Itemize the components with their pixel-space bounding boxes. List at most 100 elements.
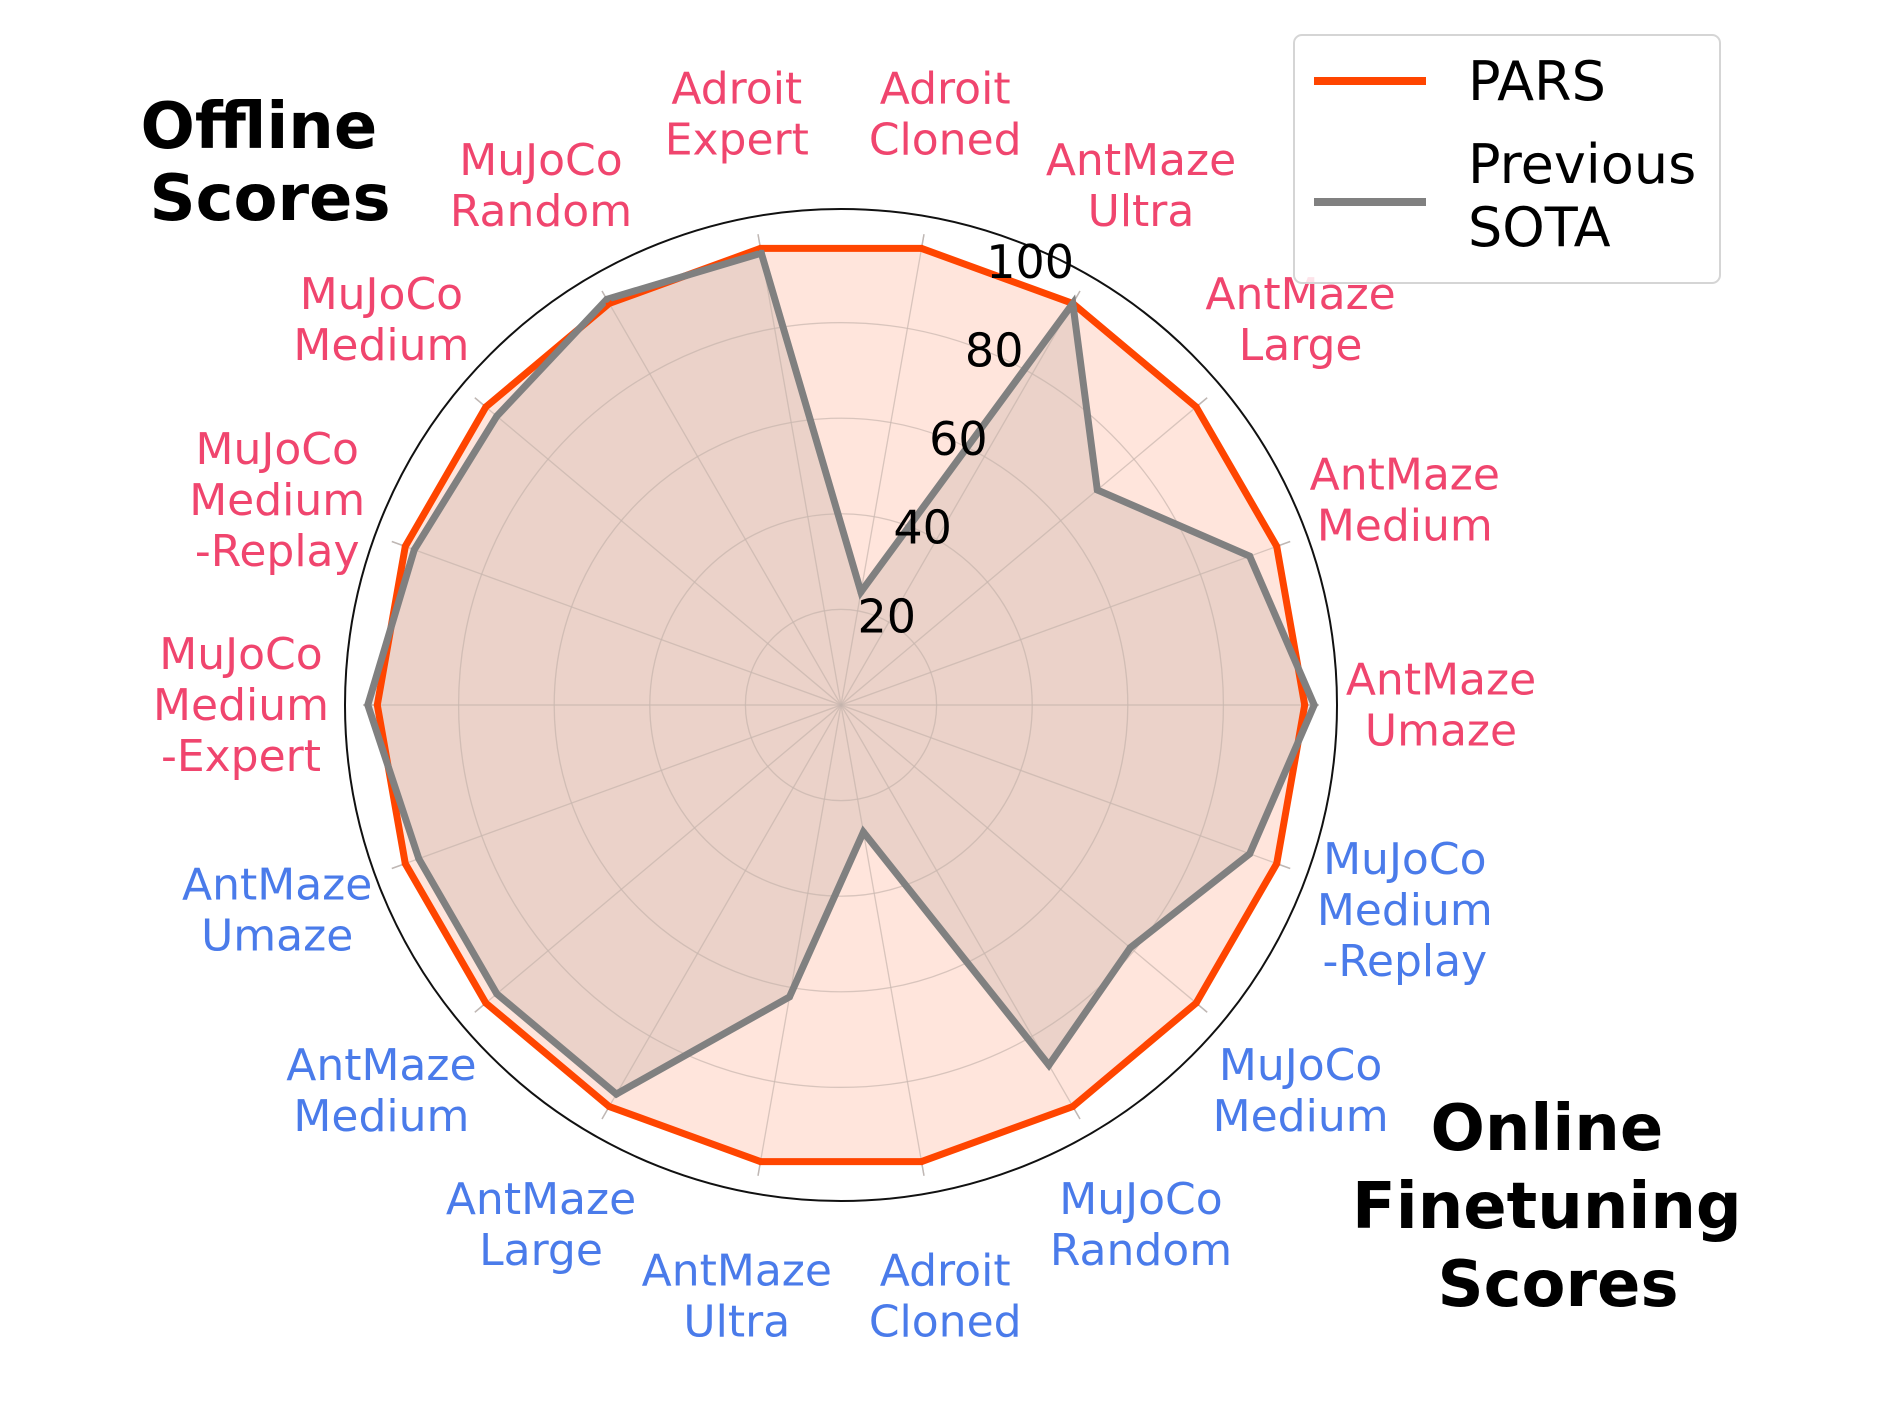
pars-point xyxy=(1273,542,1281,550)
category-label-offline: MuJoCo Medium -Replay xyxy=(189,424,365,577)
category-label-online: MuJoCo Medium xyxy=(1213,1040,1389,1142)
previous-sota-area xyxy=(367,253,1315,1095)
category-label-line: AntMaze xyxy=(446,1174,636,1225)
category-label-line: MuJoCo xyxy=(1323,834,1486,885)
category-label-online: MuJoCo Medium -Replay xyxy=(1317,834,1493,987)
category-label-line: Adroit xyxy=(880,1245,1011,1296)
category-label-line: Adroit xyxy=(671,64,802,115)
series-layer xyxy=(363,234,1319,1176)
legend-label-previous-sota: Previous SOTA xyxy=(1468,133,1713,259)
category-label-line: Ultra xyxy=(1088,186,1195,237)
previous-sota-point xyxy=(415,855,423,863)
category-label-line: MuJoCo xyxy=(1219,1040,1382,1091)
previous-sota-point xyxy=(1310,701,1318,709)
category-label-line: AntMaze xyxy=(286,1040,476,1091)
category-label-line: Random xyxy=(450,186,632,237)
category-label-offline: AntMaze Umaze xyxy=(1346,655,1536,757)
category-label-line: Large xyxy=(479,1225,603,1276)
spoke-gridline-overlay xyxy=(840,540,1291,706)
spoke-gridline-overlay xyxy=(840,234,925,706)
pars-point xyxy=(482,403,490,411)
legend-label-pars: PARS xyxy=(1468,50,1606,113)
legend: PARS Previous SOTA xyxy=(1293,34,1721,284)
pars-point xyxy=(1192,999,1200,1007)
category-label-online: AntMaze Umaze xyxy=(182,860,372,962)
pars-point xyxy=(1301,701,1309,709)
category-label-online: MuJoCo Random xyxy=(1050,1174,1232,1276)
category-label-line: Umaze xyxy=(201,911,353,962)
category-label-line: Cloned xyxy=(869,1296,1022,1347)
previous-sota-point xyxy=(493,990,501,998)
category-label-line: Ultra xyxy=(683,1296,790,1347)
category-label-offline: MuJoCo Medium -Expert xyxy=(153,629,329,782)
category-label-online: AntMaze Large xyxy=(446,1174,636,1276)
spoke-gridline-overlay xyxy=(840,704,1208,1013)
outer-frame-circle xyxy=(344,208,1338,1202)
category-label-line: -Replay xyxy=(195,526,360,577)
category-label-line: MuJoCo xyxy=(159,629,322,680)
radial-tick-label: 20 xyxy=(858,589,917,643)
spoke-gridline-overlay xyxy=(840,397,1208,706)
category-label-online: Adroit Cloned xyxy=(869,1245,1022,1347)
category-label-offline: AntMaze Large xyxy=(1205,269,1395,371)
category-label-line: AntMaze xyxy=(1346,655,1536,706)
previous-sota-point xyxy=(757,249,765,257)
category-label-offline: MuJoCo Medium xyxy=(293,269,469,371)
group-titles: Offline Scores Online Finetuning Scores xyxy=(140,90,1741,1322)
category-label-offline: Adroit Expert xyxy=(665,64,809,166)
category-label-line: Medium xyxy=(153,680,329,731)
previous-sota-point xyxy=(364,701,372,709)
category-label-line: Medium xyxy=(1317,885,1493,936)
spoke-gridline-overlay xyxy=(391,540,842,706)
spoke-gridline-overlay xyxy=(391,704,842,870)
category-label-line: AntMaze xyxy=(182,860,372,911)
previous-sota-point xyxy=(603,295,611,303)
category-label-line: Large xyxy=(1239,320,1363,371)
category-label-line: Umaze xyxy=(1365,706,1517,757)
previous-sota-point xyxy=(1069,299,1077,307)
previous-sota-point xyxy=(1246,552,1254,560)
spoke-gridline-overlay xyxy=(757,234,842,706)
radial-tick-label: 40 xyxy=(893,501,952,555)
category-label-line: Expert xyxy=(665,115,809,166)
category-label-line: MuJoCo xyxy=(300,269,463,320)
category-label-line: Medium xyxy=(293,1091,469,1142)
category-label-line: AntMaze xyxy=(642,1245,832,1296)
previous-sota-point xyxy=(1045,1061,1053,1069)
category-label-line: Medium xyxy=(1317,500,1493,551)
previous-sota-point xyxy=(857,588,865,596)
offline-title-line: Offline xyxy=(140,90,377,164)
pars-point xyxy=(756,1158,764,1166)
pars-point xyxy=(1273,860,1281,868)
category-label-line: Medium xyxy=(189,475,365,526)
spoke-gridline-overlay xyxy=(840,704,1291,870)
radial-tick-label: 100 xyxy=(986,235,1074,289)
previous-sota-point xyxy=(786,993,794,1001)
category-label-line: AntMaze xyxy=(1310,449,1500,500)
category-label-line: Random xyxy=(1050,1225,1232,1276)
legend-label-line: SOTA xyxy=(1468,196,1611,259)
category-label-line: Adroit xyxy=(880,64,1011,115)
category-label-line: Cloned xyxy=(869,115,1022,166)
spoke-gridline-overlay xyxy=(474,397,842,706)
previous-sota-point xyxy=(859,828,867,836)
radial-tick-label: 80 xyxy=(965,323,1024,377)
pars-point xyxy=(605,1103,613,1111)
radial-tick-label: 60 xyxy=(929,412,988,466)
previous-sota-point xyxy=(493,412,501,420)
pars-point xyxy=(373,701,381,709)
pars-point xyxy=(401,860,409,868)
previous-sota-point xyxy=(1126,944,1134,952)
spoke-gridline-overlay xyxy=(757,704,842,1176)
category-label-line: AntMaze xyxy=(1046,135,1236,186)
previous-sota-point xyxy=(1093,486,1101,494)
category-label-line: Medium xyxy=(1213,1091,1389,1142)
previous-sota-point xyxy=(410,546,418,554)
pars-point xyxy=(918,244,926,252)
spoke-gridline-overlay xyxy=(840,704,925,1176)
category-label-line: Medium xyxy=(293,320,469,371)
spoke-gridline-overlay xyxy=(601,704,842,1120)
online-title-line: Scores xyxy=(1437,1248,1678,1322)
